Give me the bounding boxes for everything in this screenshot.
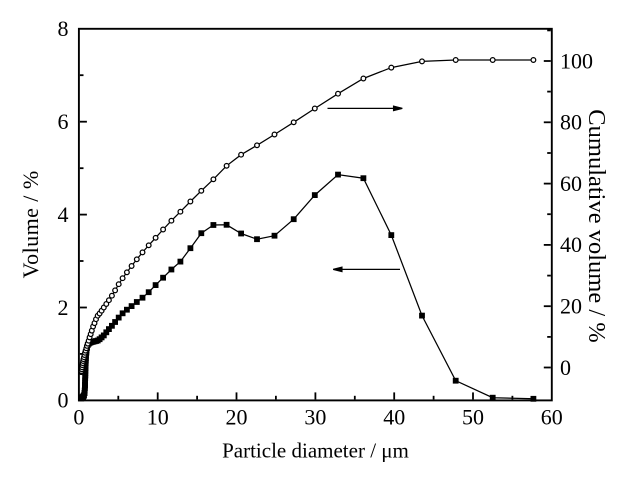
svg-text:20: 20 <box>560 294 582 319</box>
svg-text:Particle diameter / μm: Particle diameter / μm <box>222 439 409 463</box>
svg-text:50: 50 <box>462 405 484 430</box>
svg-text:100: 100 <box>560 48 593 73</box>
svg-text:10: 10 <box>147 405 169 430</box>
svg-text:6: 6 <box>58 109 69 134</box>
svg-text:4: 4 <box>58 202 69 227</box>
svg-text:20: 20 <box>226 405 248 430</box>
svg-text:40: 40 <box>560 232 582 257</box>
svg-text:60: 60 <box>541 405 563 430</box>
svg-text:80: 80 <box>560 110 582 135</box>
svg-text:0: 0 <box>58 388 69 413</box>
svg-text:0: 0 <box>560 355 571 380</box>
svg-text:Volume / %: Volume / % <box>18 170 43 278</box>
svg-text:Cumulative volume / %: Cumulative volume / % <box>583 109 610 342</box>
svg-text:0: 0 <box>73 405 84 430</box>
svg-text:40: 40 <box>383 405 405 430</box>
svg-text:30: 30 <box>304 405 326 430</box>
svg-text:60: 60 <box>560 171 582 196</box>
svg-text:8: 8 <box>58 16 69 41</box>
svg-text:2: 2 <box>58 295 69 320</box>
